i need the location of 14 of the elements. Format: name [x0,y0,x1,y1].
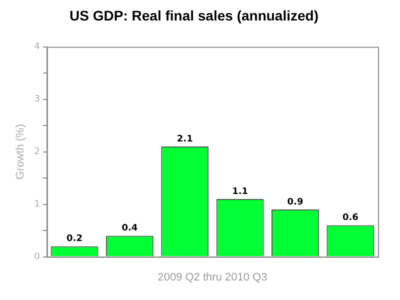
data-label: 1.1 [232,186,248,197]
y-tick-label: 3 [34,94,40,105]
data-label: 2.1 [176,134,193,144]
y-tick-label: 1 [34,200,40,210]
data-label: 0.9 [287,197,304,208]
y-tick-label: 0 [34,252,40,262]
y-tick-label: 2 [34,147,40,158]
data-label: 0.6 [342,213,358,224]
x-axis-title: 2009 Q2 thru 2010 Q3 [158,271,268,284]
chart-title: US GDP: Real final sales (annualized) [70,7,318,24]
y-tick-label: 4 [34,42,40,52]
y-axis-title: Growth (%) [14,124,27,180]
data-label: 0.4 [122,224,138,234]
data-label: 0.2 [66,234,82,244]
